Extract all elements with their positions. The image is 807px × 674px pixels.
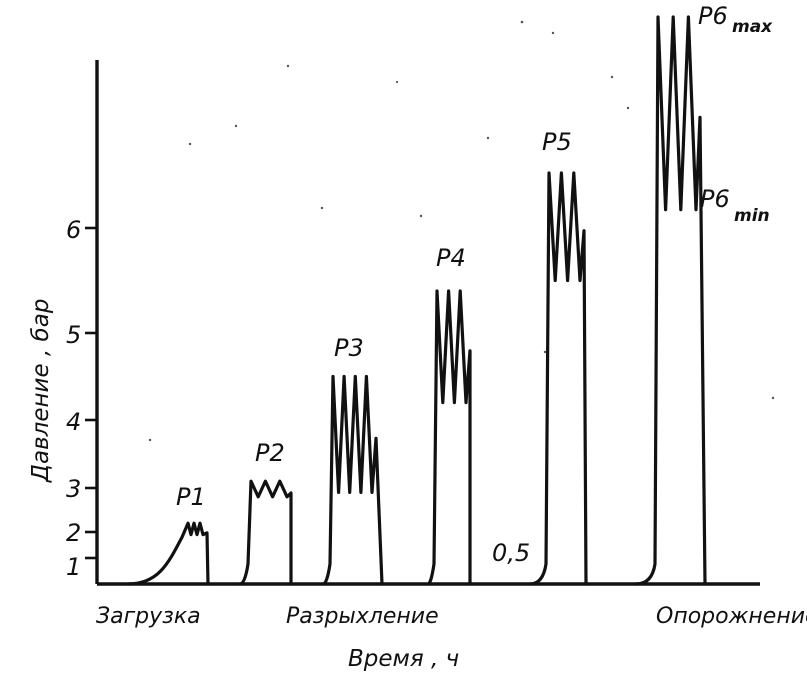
speck	[543, 350, 547, 354]
series-label-p6-max: P6	[698, 2, 728, 30]
duration-label: 0,5	[492, 539, 530, 567]
pressure-curves	[126, 15, 707, 586]
series-label-p2: P2	[255, 439, 285, 467]
speck	[148, 438, 152, 442]
phase-label-emptying: Опорожнение	[656, 604, 807, 629]
speck	[626, 106, 630, 110]
series-label-p5: P5	[542, 128, 572, 156]
series-label-p4: P4	[436, 244, 466, 272]
speck	[610, 75, 614, 79]
y-axis-title: Давление , бар	[28, 299, 54, 483]
speck	[188, 142, 192, 146]
speck	[419, 214, 423, 218]
pressure-curve-p1	[126, 521, 210, 586]
pressure-curve-p5	[528, 171, 588, 586]
speck	[320, 206, 324, 210]
phase-label-loading: Загрузка	[96, 604, 201, 629]
series-label-p6-min: P6	[700, 185, 730, 213]
series-label-p1: P1	[176, 483, 206, 511]
pressure-curve-p3	[321, 374, 384, 586]
phase-label-loosening: Разрыхление	[286, 604, 439, 629]
y-tick-label-3: 3	[66, 475, 81, 503]
y-tick-label-1: 1	[66, 553, 81, 581]
pressure-curve-p6	[634, 15, 707, 586]
series-label-p3: P3	[334, 334, 364, 362]
series-label-p6-min-subscript: min	[734, 206, 770, 226]
scan-specks	[148, 20, 775, 442]
y-tick-label-5: 5	[66, 321, 81, 349]
pressure-curve-p2	[238, 479, 293, 586]
y-tick-label-4: 4	[66, 408, 81, 436]
speck	[486, 136, 490, 140]
x-axis-title: Время , ч	[348, 646, 459, 672]
speck	[234, 124, 238, 128]
speck	[551, 31, 555, 35]
speck	[520, 20, 524, 24]
series-label-p6-max-subscript: max	[732, 17, 773, 37]
speck	[395, 80, 399, 84]
speck	[286, 64, 290, 68]
y-tick-label-2: 2	[66, 519, 81, 547]
y-tick-label-6: 6	[66, 216, 81, 244]
pressure-curve-p4	[426, 289, 472, 586]
y-tick-marks	[85, 226, 97, 560]
speck	[771, 396, 775, 400]
